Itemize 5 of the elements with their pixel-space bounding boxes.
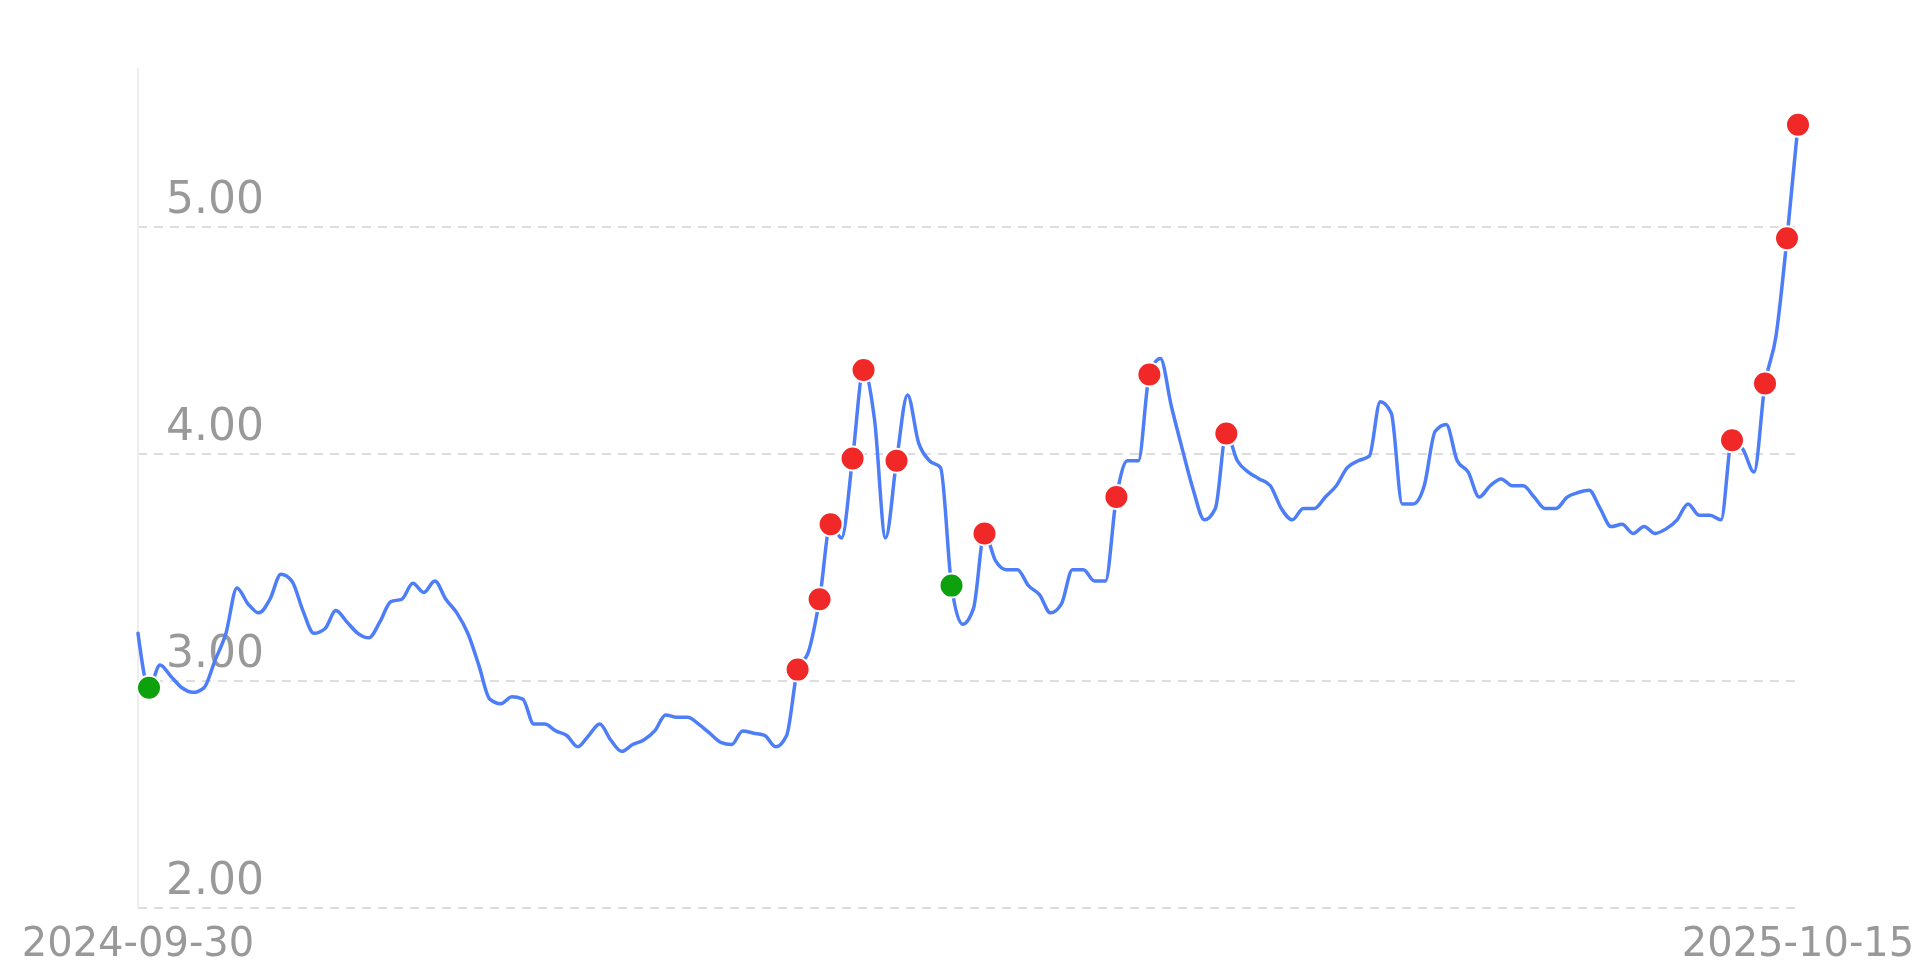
y-tick-label: 2.00 bbox=[166, 853, 264, 904]
y-tick-label: 5.00 bbox=[166, 171, 264, 223]
x-tick-label: 2025-10-15 bbox=[1681, 919, 1915, 965]
x-tick-label: 2024-09-30 bbox=[21, 919, 255, 965]
y-tick-label: 4.00 bbox=[166, 398, 264, 450]
